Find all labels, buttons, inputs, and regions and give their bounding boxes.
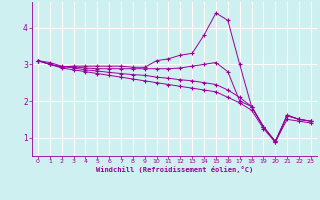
X-axis label: Windchill (Refroidissement éolien,°C): Windchill (Refroidissement éolien,°C) bbox=[96, 166, 253, 173]
